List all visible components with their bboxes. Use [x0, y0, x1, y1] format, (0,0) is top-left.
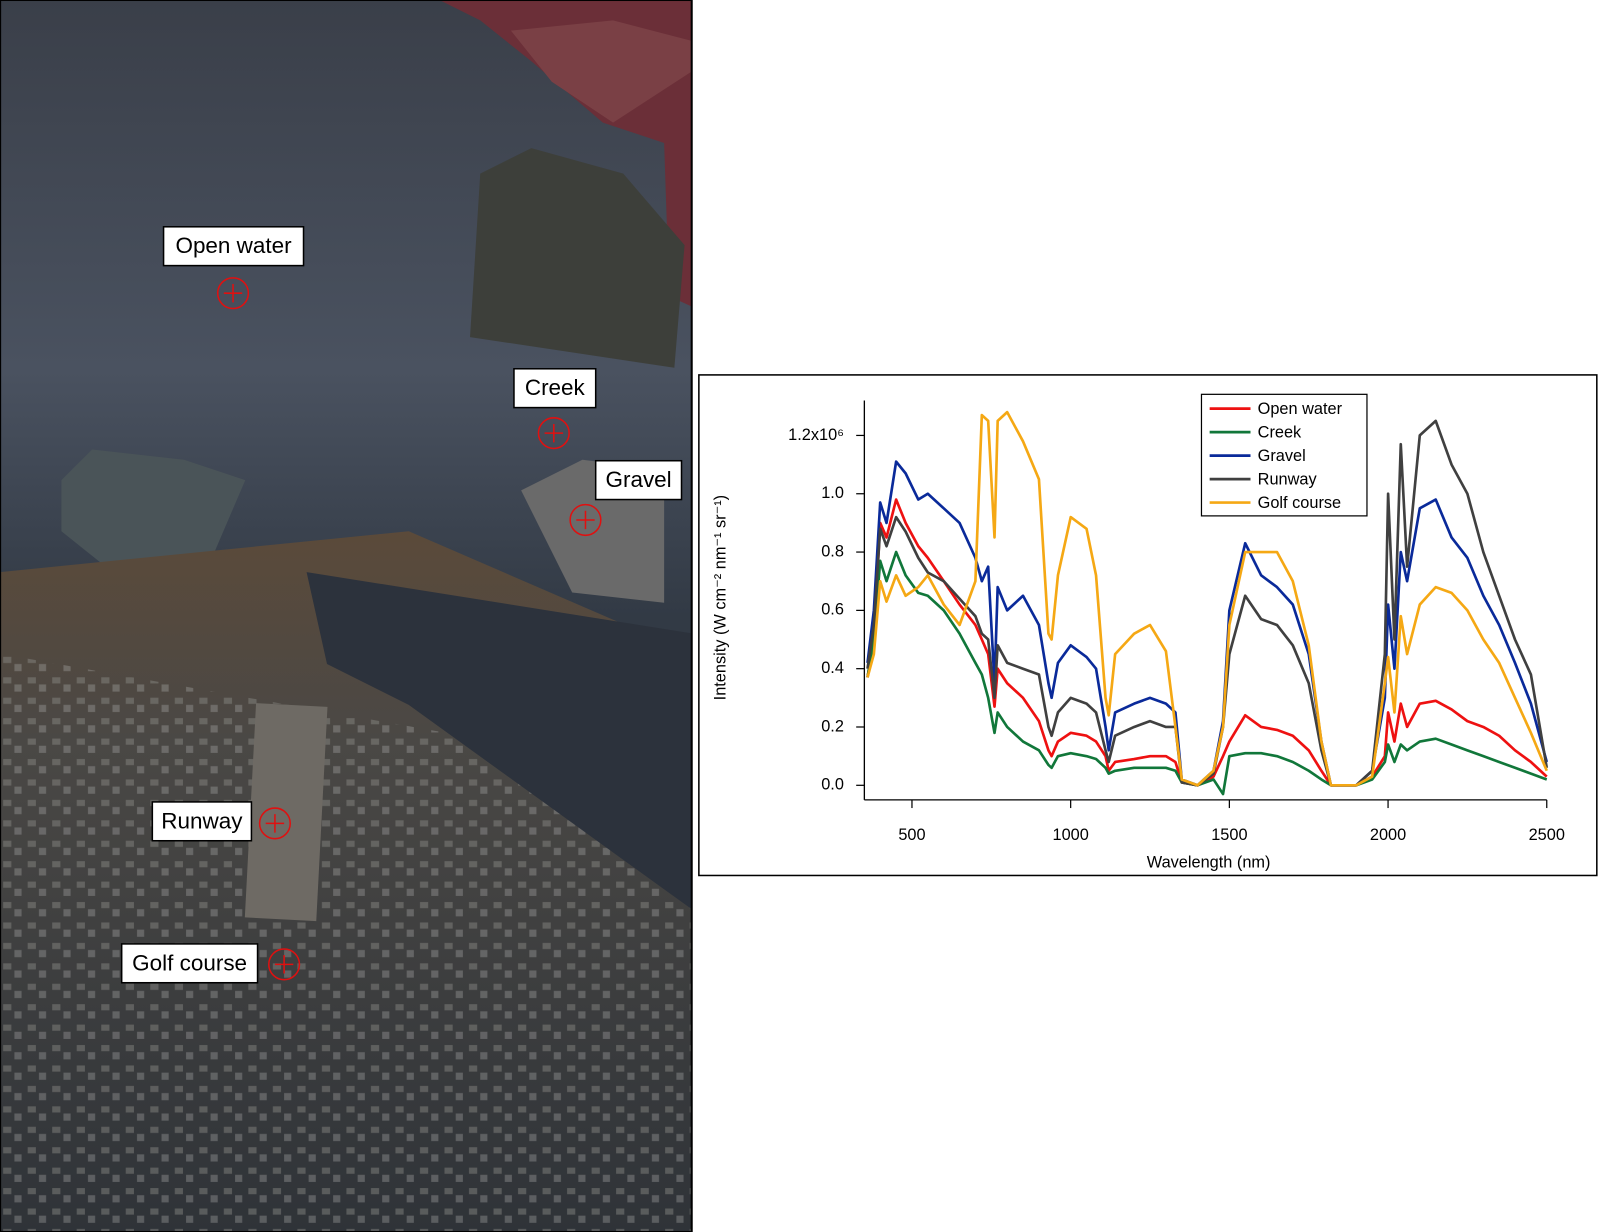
marker-cross: [265, 814, 285, 833]
pond: [61, 449, 246, 573]
x-tick-label: 1000: [1053, 826, 1089, 844]
x-tick-label: 2000: [1370, 826, 1406, 844]
legend-label: Runway: [1258, 470, 1318, 488]
map-label: Runway: [161, 808, 243, 833]
map-label: Creek: [525, 375, 586, 400]
marker-circle: [537, 417, 570, 450]
series-line: [866, 550, 1548, 796]
y-tick-label: 0.6: [821, 601, 844, 619]
chart: Wavelength (nm) Intensity (W cm⁻² nm⁻¹ s…: [712, 393, 1565, 872]
y-tick-label: 0.2: [821, 717, 844, 735]
y-tick-label: 0.0: [821, 776, 844, 794]
series-line: [866, 410, 1548, 787]
marker-circle: [268, 948, 301, 981]
x-tick-label: 1500: [1211, 826, 1247, 844]
x-tick-label: 2500: [1529, 826, 1565, 844]
map-labels: Open water Creek Gravel Runway Golf course: [120, 226, 683, 984]
marker-circle: [569, 503, 602, 537]
legend-label: Gravel: [1258, 447, 1306, 465]
legend-label: Open water: [1258, 400, 1343, 418]
x-tick-label: 500: [898, 826, 925, 844]
y-tick-label: 1.2x10⁶: [788, 426, 844, 444]
marker-circle: [216, 277, 250, 310]
series-line: [866, 498, 1548, 787]
marker-circle: [258, 807, 292, 840]
salt-pond: [510, 20, 692, 123]
map-border: [0, 0, 693, 1232]
y-axis-label: Intensity (W cm⁻² nm⁻¹ sr⁻¹): [712, 495, 730, 700]
map-label: Gravel: [605, 467, 671, 492]
wetland: [306, 572, 692, 910]
label-box: [162, 226, 305, 267]
marker-cross: [223, 283, 243, 303]
marker-cross: [576, 510, 595, 530]
label-box: [594, 459, 683, 501]
map-label: Golf course: [132, 950, 247, 975]
map-label: Open water: [175, 233, 292, 258]
map: Open water Creek Gravel Runway Golf course: [0, 0, 693, 1232]
urban-blocks: [0, 653, 692, 1232]
y-tick-label: 0.8: [821, 542, 844, 560]
pond: [470, 148, 685, 368]
y-tick-label: 0.4: [821, 659, 844, 677]
label-box: [151, 801, 253, 842]
series-line: [866, 419, 1549, 787]
x-axis-label: Wavelength (nm): [1147, 854, 1271, 872]
y-tick-label: 1.0: [821, 484, 844, 502]
marker-cross: [544, 423, 563, 443]
label-box: [120, 943, 259, 984]
legend-label: Golf course: [1258, 494, 1342, 512]
series-line: [866, 460, 1549, 787]
label-box: [513, 368, 597, 409]
marker-cross: [274, 955, 294, 974]
legend-label: Creek: [1258, 423, 1302, 441]
